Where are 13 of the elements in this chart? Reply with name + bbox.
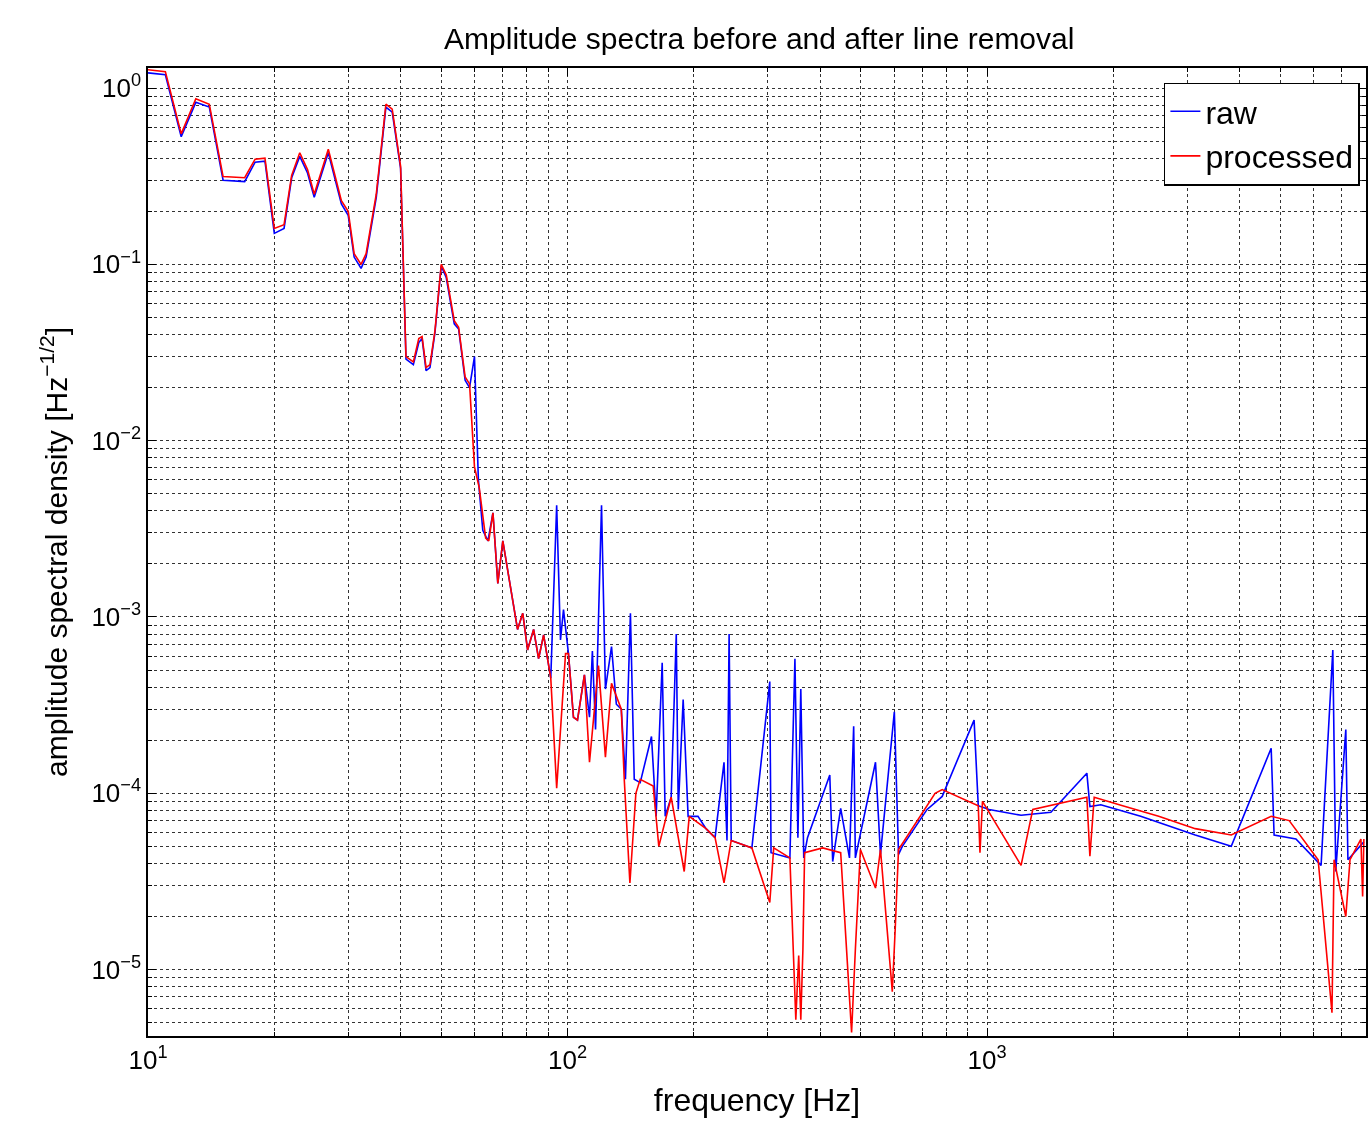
y-tick-label: 10$^{−4}$ (91, 775, 142, 809)
y-tick-label: 10$^{0}$ (102, 70, 142, 104)
y-tick-label: 10$^{−1}$ (91, 246, 142, 280)
y-tick-label: 10$^{−3}$ (91, 599, 142, 633)
x-tick-label: 10$^{2}$ (548, 1042, 588, 1075)
legend-label: processed (1205, 139, 1354, 176)
y-tick-label: 10$^{−2}$ (91, 422, 142, 456)
x-tick-label: 10$^{1}$ (128, 1042, 168, 1075)
x-axis-title: frequency [Hz] (653, 1082, 861, 1119)
chart-title: Amplitude spectra before and after line removal (444, 22, 1075, 56)
legend-label: raw (1205, 94, 1258, 131)
y-tick-label: 10$^{−5}$ (91, 951, 142, 985)
x-tick-label: 10$^{3}$ (967, 1042, 1007, 1075)
